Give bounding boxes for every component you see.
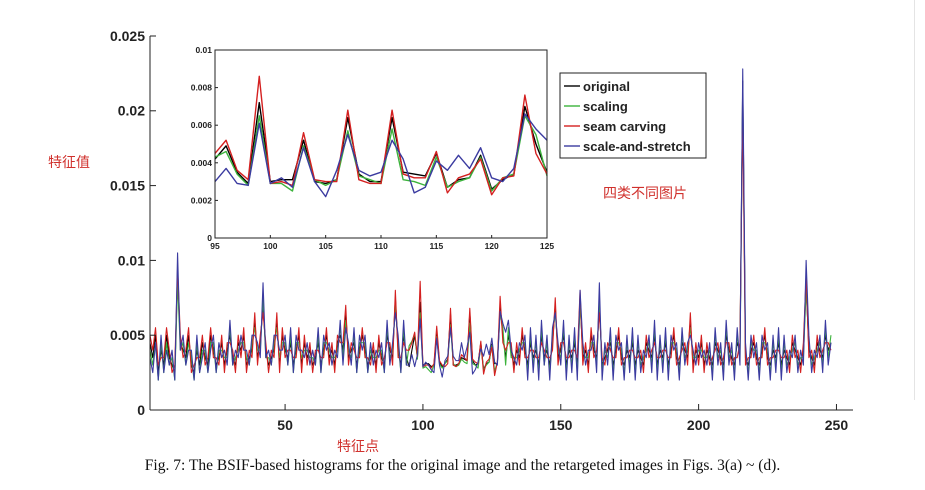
inset-xtick-label: 110: [374, 241, 388, 251]
inset-plot: 0 0.002 0.004 0.006 0.008 0.01 95 100 105 110 115 1…: [191, 45, 707, 251]
main-xtick-label: 250: [825, 417, 849, 433]
inset-xtick-label: 100: [263, 241, 277, 251]
main-ytick-label: 0.025: [110, 28, 145, 44]
inset-ytick-label: 0.008: [191, 83, 213, 93]
main-xtick-label: 200: [687, 417, 711, 433]
inset-xtick-label: 115: [429, 241, 443, 251]
legend-label-scale-and-stretch: scale-and-stretch: [583, 139, 691, 154]
inset-xtick-label: 120: [485, 241, 499, 251]
legend-label-scaling: scaling: [583, 99, 628, 114]
main-ytick-label: 0.015: [110, 178, 145, 194]
main-xtick-label: 100: [411, 417, 435, 433]
inset-xtick-label: 125: [540, 241, 554, 251]
inset-xtick-label: 95: [210, 241, 220, 251]
main-ytick-label: 0.005: [110, 327, 145, 343]
annotation-series: 四类不同图片: [603, 186, 687, 202]
inset-ytick-label: 0.006: [191, 120, 213, 130]
page-edge-line: [914, 0, 915, 400]
inset-legend: original scaling seam carving scale-and-str…: [559, 72, 707, 159]
figure-caption: Fig. 7: The BSIF-based histograms for th…: [144, 457, 781, 474]
inset-xtick-label: 105: [319, 241, 333, 251]
main-plot: 0 0.005 0.01 0.015 0.02 0.025 50 100 150 200 250: [110, 28, 853, 433]
main-series-seam-carving: [149, 110, 832, 377]
main-ytick-label: 0.02: [118, 103, 145, 119]
legend-label-seam-carving: seam carving: [583, 119, 666, 134]
legend-box: [559, 72, 707, 159]
main-series-scale-and-stretch: [149, 68, 832, 381]
inset-ytick-label: 0.01: [195, 45, 212, 55]
main-xtick-label: 50: [277, 417, 293, 433]
main-ytick-label: 0: [137, 402, 145, 418]
inset-ytick-label: 0.002: [191, 195, 213, 205]
inset-ytick-label: 0.004: [191, 158, 213, 168]
main-xtick-label: 150: [549, 417, 573, 433]
annotation-xlabel: 特征点: [337, 439, 379, 455]
inset-series-scale-and-stretch: [214, 113, 548, 198]
inset-ytick-label: 0: [207, 233, 212, 243]
inset-background: [215, 50, 547, 238]
legend-label-original: original: [583, 79, 630, 94]
annotation-ylabel: 特征值: [48, 155, 90, 171]
main-ytick-label: 0.01: [118, 252, 145, 268]
